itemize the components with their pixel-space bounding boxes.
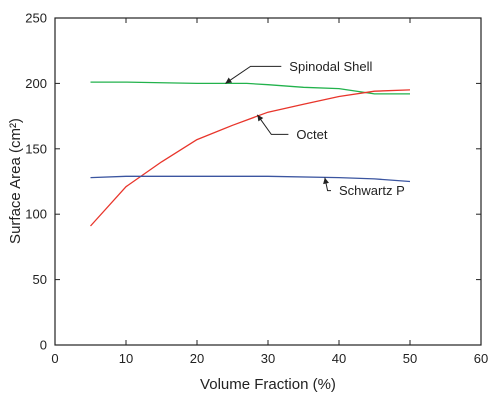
x-tick-label: 30 <box>261 351 275 366</box>
x-tick-label: 0 <box>51 351 58 366</box>
y-tick-label: 250 <box>25 11 47 26</box>
y-axis-ticks: 0 50 100 150 200 250 <box>25 11 481 353</box>
annotation-label-schwartz-p: Schwartz P <box>339 183 405 198</box>
annotation-arrowhead-spinodal-shell <box>225 77 233 84</box>
annotation-arrowhead-schwartz-p <box>323 177 329 185</box>
x-tick-label: 10 <box>119 351 133 366</box>
x-axis-title: Volume Fraction (%) <box>200 376 336 393</box>
series-line-schwartz-p <box>90 175 411 183</box>
x-tick-label: 20 <box>190 351 204 366</box>
y-axis-title: Surface Area (cm²) <box>7 118 24 244</box>
annotation-arrowhead-octet <box>257 114 264 122</box>
y-tick-label: 150 <box>25 141 47 156</box>
annotations: Spinodal Shell Octet Schwartz P <box>225 59 405 198</box>
y-tick-label: 0 <box>40 338 47 353</box>
x-axis-ticks: 0 10 20 30 40 50 60 <box>51 18 488 366</box>
series-line-octet <box>90 89 411 227</box>
y-tick-label: 50 <box>33 272 47 287</box>
annotation-label-octet: Octet <box>296 127 327 142</box>
plot-frame <box>54 17 482 346</box>
x-tick-label: 60 <box>474 351 488 366</box>
series-line-spinodal-shell <box>90 81 410 95</box>
x-tick-label: 40 <box>332 351 346 366</box>
annotation-leader-octet <box>256 114 289 135</box>
series-lines <box>90 81 411 227</box>
y-tick-label: 100 <box>25 207 47 222</box>
x-tick-label: 50 <box>403 351 417 366</box>
annotation-leader-spinodal-shell <box>225 65 282 84</box>
annotation-label-spinodal-shell: Spinodal Shell <box>289 59 372 74</box>
y-tick-label: 200 <box>25 76 47 91</box>
